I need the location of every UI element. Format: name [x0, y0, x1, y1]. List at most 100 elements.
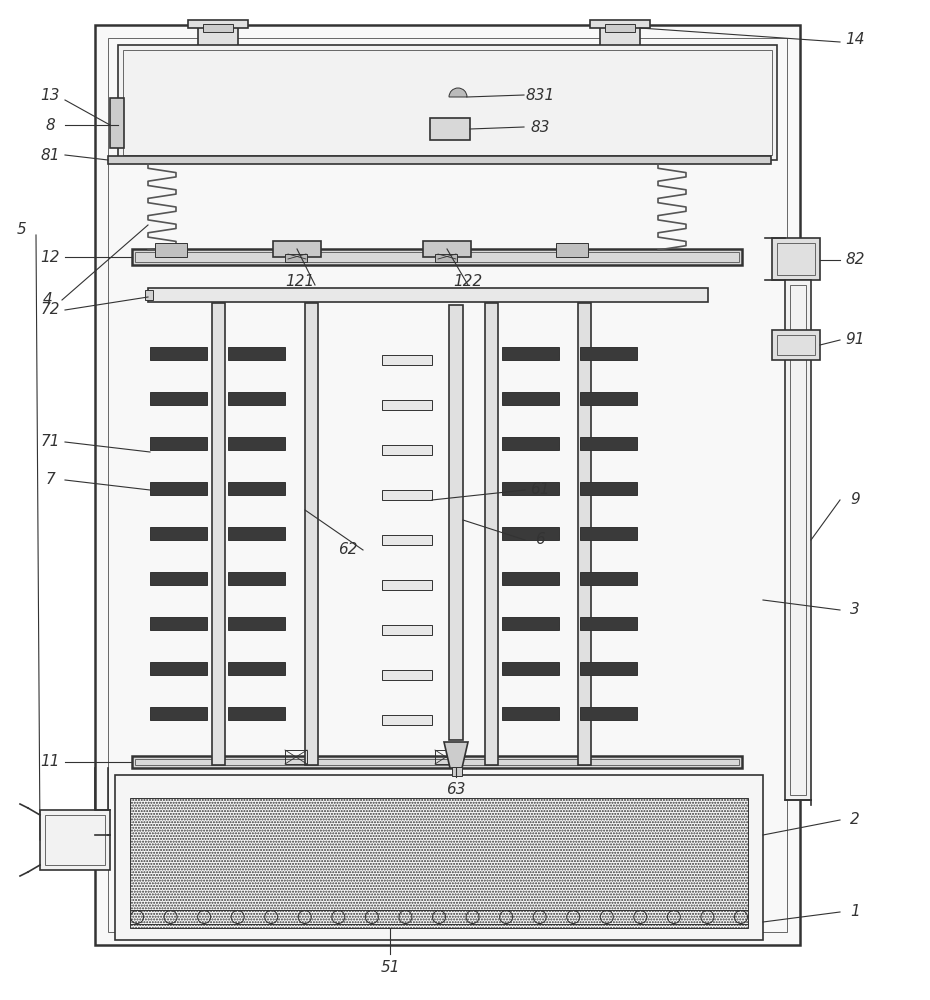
Bar — [228, 617, 285, 630]
Bar — [305, 303, 318, 765]
Text: 6: 6 — [535, 532, 545, 548]
Bar — [115, 775, 763, 940]
Text: 1: 1 — [850, 904, 860, 920]
Bar — [285, 254, 307, 262]
Text: 121: 121 — [286, 274, 314, 290]
Bar — [108, 38, 787, 932]
Bar — [150, 482, 207, 495]
Text: 82: 82 — [845, 252, 865, 267]
Text: 122: 122 — [454, 274, 483, 290]
Bar — [502, 527, 559, 540]
Bar — [435, 254, 457, 262]
Bar — [502, 617, 559, 630]
Bar — [435, 750, 457, 764]
Bar — [150, 392, 207, 405]
Bar — [580, 482, 637, 495]
Bar — [502, 482, 559, 495]
Bar — [502, 347, 559, 360]
Bar — [110, 98, 124, 148]
Text: 14: 14 — [845, 32, 865, 47]
Bar — [485, 303, 498, 765]
Bar — [382, 580, 432, 590]
Bar — [155, 243, 187, 257]
Text: 7: 7 — [46, 473, 55, 488]
Bar — [578, 303, 591, 765]
Bar — [790, 285, 806, 795]
Bar — [502, 572, 559, 585]
Wedge shape — [449, 88, 467, 97]
Bar — [382, 355, 432, 365]
Text: 12: 12 — [40, 249, 60, 264]
Bar — [203, 24, 233, 32]
Bar — [150, 707, 207, 720]
Text: 83: 83 — [530, 119, 550, 134]
Bar — [198, 25, 238, 50]
Bar — [132, 249, 742, 265]
Bar — [285, 750, 307, 764]
Bar — [228, 482, 285, 495]
Bar — [228, 707, 285, 720]
Bar — [556, 243, 588, 257]
Bar — [452, 767, 462, 776]
Bar — [130, 798, 748, 928]
Bar — [108, 156, 771, 164]
Bar — [228, 527, 285, 540]
Bar — [382, 400, 432, 410]
Bar — [772, 330, 820, 360]
Bar — [228, 392, 285, 405]
Text: 63: 63 — [446, 782, 466, 798]
Text: 4: 4 — [43, 292, 53, 308]
Bar — [40, 810, 110, 870]
Bar — [502, 707, 559, 720]
Bar — [382, 625, 432, 635]
Text: 13: 13 — [40, 88, 60, 103]
Bar — [580, 572, 637, 585]
Bar — [212, 303, 225, 765]
Bar — [45, 815, 105, 865]
Bar — [135, 759, 739, 765]
Bar — [580, 617, 637, 630]
Text: 9: 9 — [850, 492, 860, 508]
Bar — [502, 662, 559, 675]
Bar — [785, 280, 811, 800]
Bar — [273, 241, 321, 257]
Bar — [95, 25, 800, 945]
Bar — [135, 252, 739, 262]
Bar — [150, 347, 207, 360]
Bar — [777, 243, 815, 275]
Text: 51: 51 — [380, 960, 400, 976]
Bar — [132, 756, 742, 768]
Bar — [123, 50, 772, 155]
Bar — [580, 392, 637, 405]
Text: 71: 71 — [40, 434, 60, 450]
Bar — [150, 527, 207, 540]
Bar — [423, 241, 471, 257]
Bar — [600, 25, 640, 50]
Text: 5: 5 — [17, 223, 27, 237]
Text: 72: 72 — [40, 302, 60, 318]
Bar — [382, 535, 432, 545]
Bar — [605, 24, 635, 32]
Bar — [118, 45, 777, 160]
Bar — [449, 305, 463, 740]
Bar — [228, 572, 285, 585]
Bar — [150, 572, 207, 585]
Bar — [148, 288, 708, 302]
Bar — [228, 662, 285, 675]
Bar — [580, 662, 637, 675]
Bar — [502, 437, 559, 450]
Bar — [228, 347, 285, 360]
Text: 61: 61 — [530, 483, 550, 497]
Text: 2: 2 — [850, 812, 860, 828]
Bar — [430, 118, 470, 140]
Bar — [150, 662, 207, 675]
Text: 11: 11 — [40, 754, 60, 770]
Text: 81: 81 — [40, 147, 60, 162]
Text: 91: 91 — [845, 332, 865, 348]
Text: 62: 62 — [339, 542, 358, 558]
Text: 8: 8 — [46, 117, 55, 132]
Bar — [382, 445, 432, 455]
Bar — [382, 490, 432, 500]
Bar — [502, 392, 559, 405]
Bar — [188, 20, 248, 28]
